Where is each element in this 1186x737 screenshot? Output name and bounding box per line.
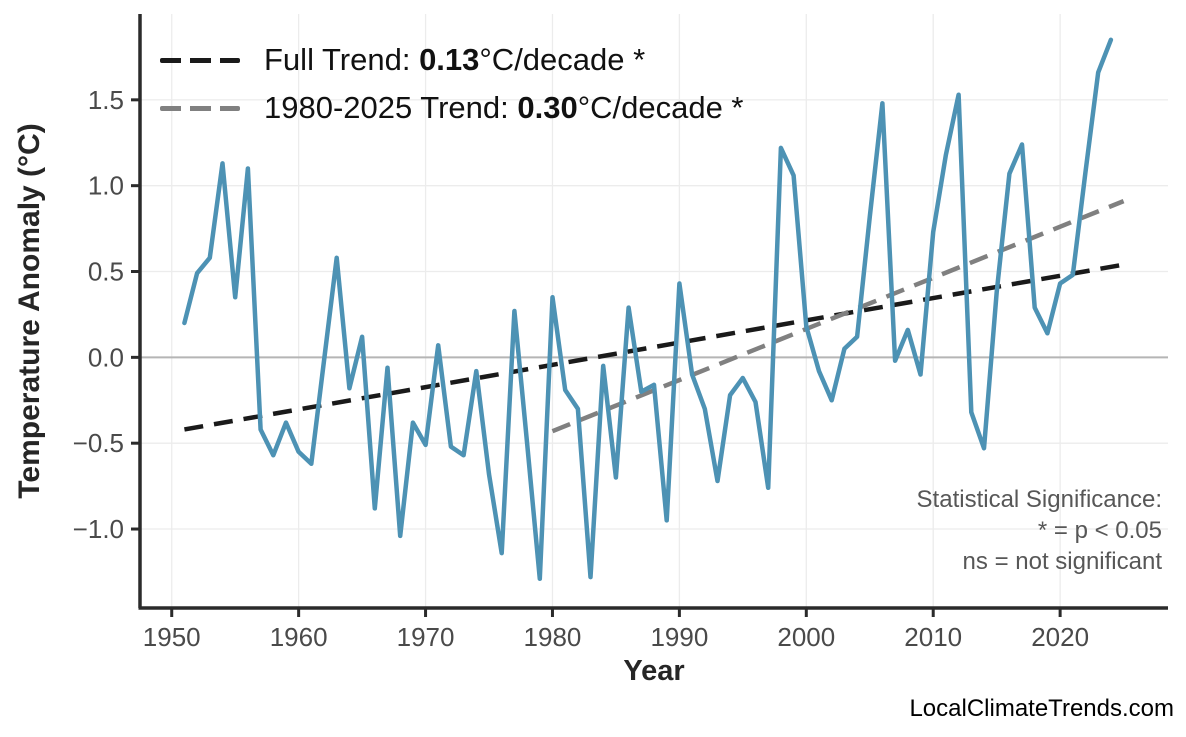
temperature-anomaly-line xyxy=(182,37,1114,582)
significance-note-star: * = p < 0.05 xyxy=(1037,517,1162,544)
full-trend-label: Full Trend: 0.13°C/decade * xyxy=(264,42,645,78)
y-tick-label: −1.0 xyxy=(73,514,124,544)
y-axis-title: Temperature Anomaly (°C) xyxy=(13,123,46,499)
legend-row-full-trend: Full Trend: 0.13°C/decade * xyxy=(160,36,743,84)
x-tick-label: 1990 xyxy=(650,622,708,652)
recent-trend-prefix: 1980-2025 Trend: xyxy=(264,90,518,125)
x-tick-label: 2000 xyxy=(777,622,835,652)
x-axis-title: Year xyxy=(623,655,685,687)
full-trend-prefix: Full Trend: xyxy=(264,42,420,77)
significance-note-title: Statistical Significance: xyxy=(916,486,1162,513)
watermark-text: LocalClimateTrends.com xyxy=(909,695,1174,722)
x-tick-label: 2010 xyxy=(904,622,962,652)
full-trend-value: 0.13 xyxy=(419,42,480,77)
y-tick-label: 0.5 xyxy=(88,257,124,287)
recent-trend-suffix: °C/decade * xyxy=(577,90,744,125)
y-tick-label: −0.5 xyxy=(73,428,124,458)
y-tick-label: 1.5 xyxy=(88,85,124,115)
recent-trend-value: 0.30 xyxy=(517,90,578,125)
y-tick-label: 1.0 xyxy=(88,171,124,201)
x-tick-label: 1950 xyxy=(143,622,201,652)
legend-row-recent-trend: 1980-2025 Trend: 0.30°C/decade * xyxy=(160,84,743,132)
x-tick-label: 1970 xyxy=(397,622,455,652)
legend: Full Trend: 0.13°C/decade * 1980-2025 Tr… xyxy=(160,36,743,132)
significance-note-ns: ns = not significant xyxy=(962,548,1162,575)
x-tick-label: 2020 xyxy=(1031,622,1089,652)
full-trend-dash-icon xyxy=(160,57,240,63)
recent-trend-label: 1980-2025 Trend: 0.30°C/decade * xyxy=(264,90,743,126)
full-trend-suffix: °C/decade * xyxy=(479,42,646,77)
y-tick-label: 0.0 xyxy=(88,342,124,372)
recent-trend-dash-icon xyxy=(160,105,240,111)
x-tick-label: 1960 xyxy=(270,622,328,652)
x-tick-label: 1980 xyxy=(524,622,582,652)
significance-note: Statistical Significance: * = p < 0.05 n… xyxy=(917,484,1162,577)
